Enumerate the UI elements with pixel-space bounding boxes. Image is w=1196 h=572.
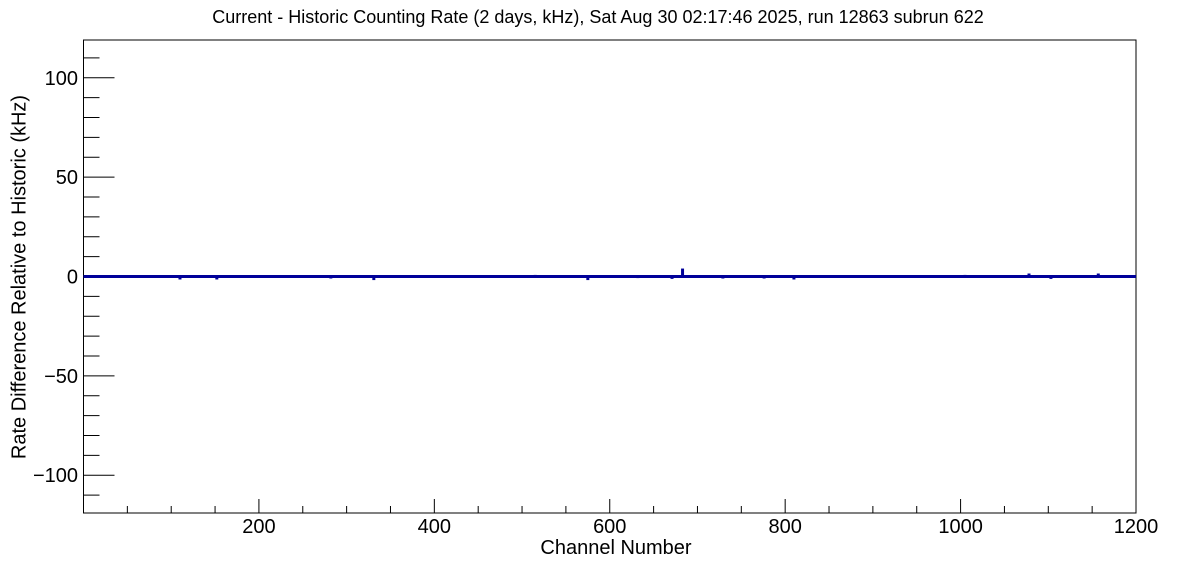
chart-title: Current - Historic Counting Rate (2 days… [212, 7, 984, 27]
y-tick-label: 0 [67, 267, 78, 289]
y-tick-label: 50 [56, 167, 78, 189]
x-tick-label: 200 [242, 516, 275, 538]
y-tick-label: 100 [45, 68, 78, 90]
y-tick-label: −100 [33, 465, 78, 487]
x-tick-label: 800 [768, 516, 801, 538]
x-tick-label: 600 [593, 516, 626, 538]
y-tick-label: −50 [44, 366, 78, 388]
x-tick-label: 1200 [1114, 516, 1159, 538]
x-tick-label: 1000 [938, 516, 983, 538]
x-tick-label: 400 [418, 516, 451, 538]
y-axis-title: Rate Difference Relative to Historic (kH… [8, 94, 31, 460]
x-axis-title: Channel Number [540, 537, 692, 559]
